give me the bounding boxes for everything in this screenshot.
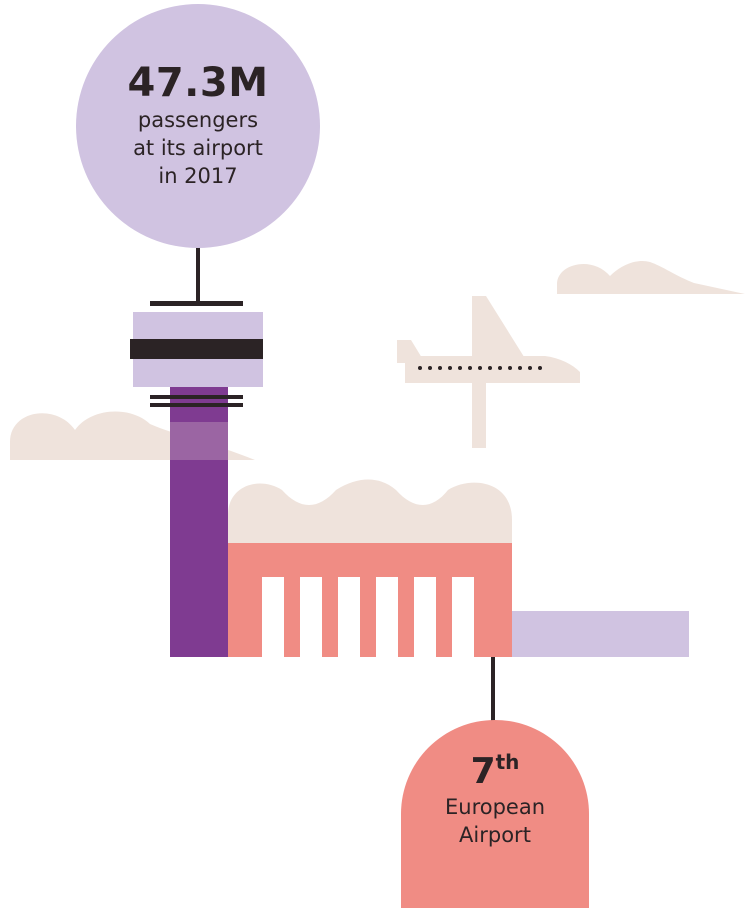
terminal-windows xyxy=(262,577,474,657)
cloud-overlay-on-tower xyxy=(170,422,228,460)
control-tower-icon xyxy=(130,301,263,657)
terminal-low-wing xyxy=(512,611,689,657)
ranking-caption-line-2: Airport xyxy=(459,823,531,847)
passengers-stat-content: 47.3M passengers at its airport in 2017 xyxy=(128,60,269,190)
airplane-fuselage xyxy=(405,356,580,383)
airplane-windows xyxy=(418,366,542,370)
tower-cab-window-band xyxy=(130,339,263,359)
rank-connector-line xyxy=(491,657,495,722)
passengers-caption-line-1: passengers xyxy=(137,108,259,132)
tower-ring-2 xyxy=(150,403,243,407)
cloud-icon-top-right xyxy=(557,260,745,294)
terminal-building-icon xyxy=(228,479,689,657)
tower-ring-1 xyxy=(150,395,243,399)
ranking-number-value: 7 xyxy=(470,751,496,792)
passengers-stat-bubble: 47.3M passengers at its airport in 2017 xyxy=(76,4,320,248)
tower-shaft xyxy=(170,387,228,657)
tower-antenna-bar xyxy=(150,301,243,306)
ranking-content: 7th European Airport xyxy=(445,751,545,849)
ranking-number-suffix: th xyxy=(495,750,520,774)
passengers-value: 47.3M xyxy=(127,60,269,106)
airplane-icon xyxy=(397,296,580,448)
passengers-caption-line-2: at its airport xyxy=(133,136,263,160)
ranking-number: 7th xyxy=(445,751,545,793)
terminal-roof-canopy xyxy=(228,479,512,543)
stat-connector-line xyxy=(196,246,200,302)
ranking-bubble: 7th European Airport xyxy=(401,720,589,908)
passengers-caption-line-3: in 2017 xyxy=(158,164,238,188)
ranking-caption-line-1: European xyxy=(444,795,546,819)
